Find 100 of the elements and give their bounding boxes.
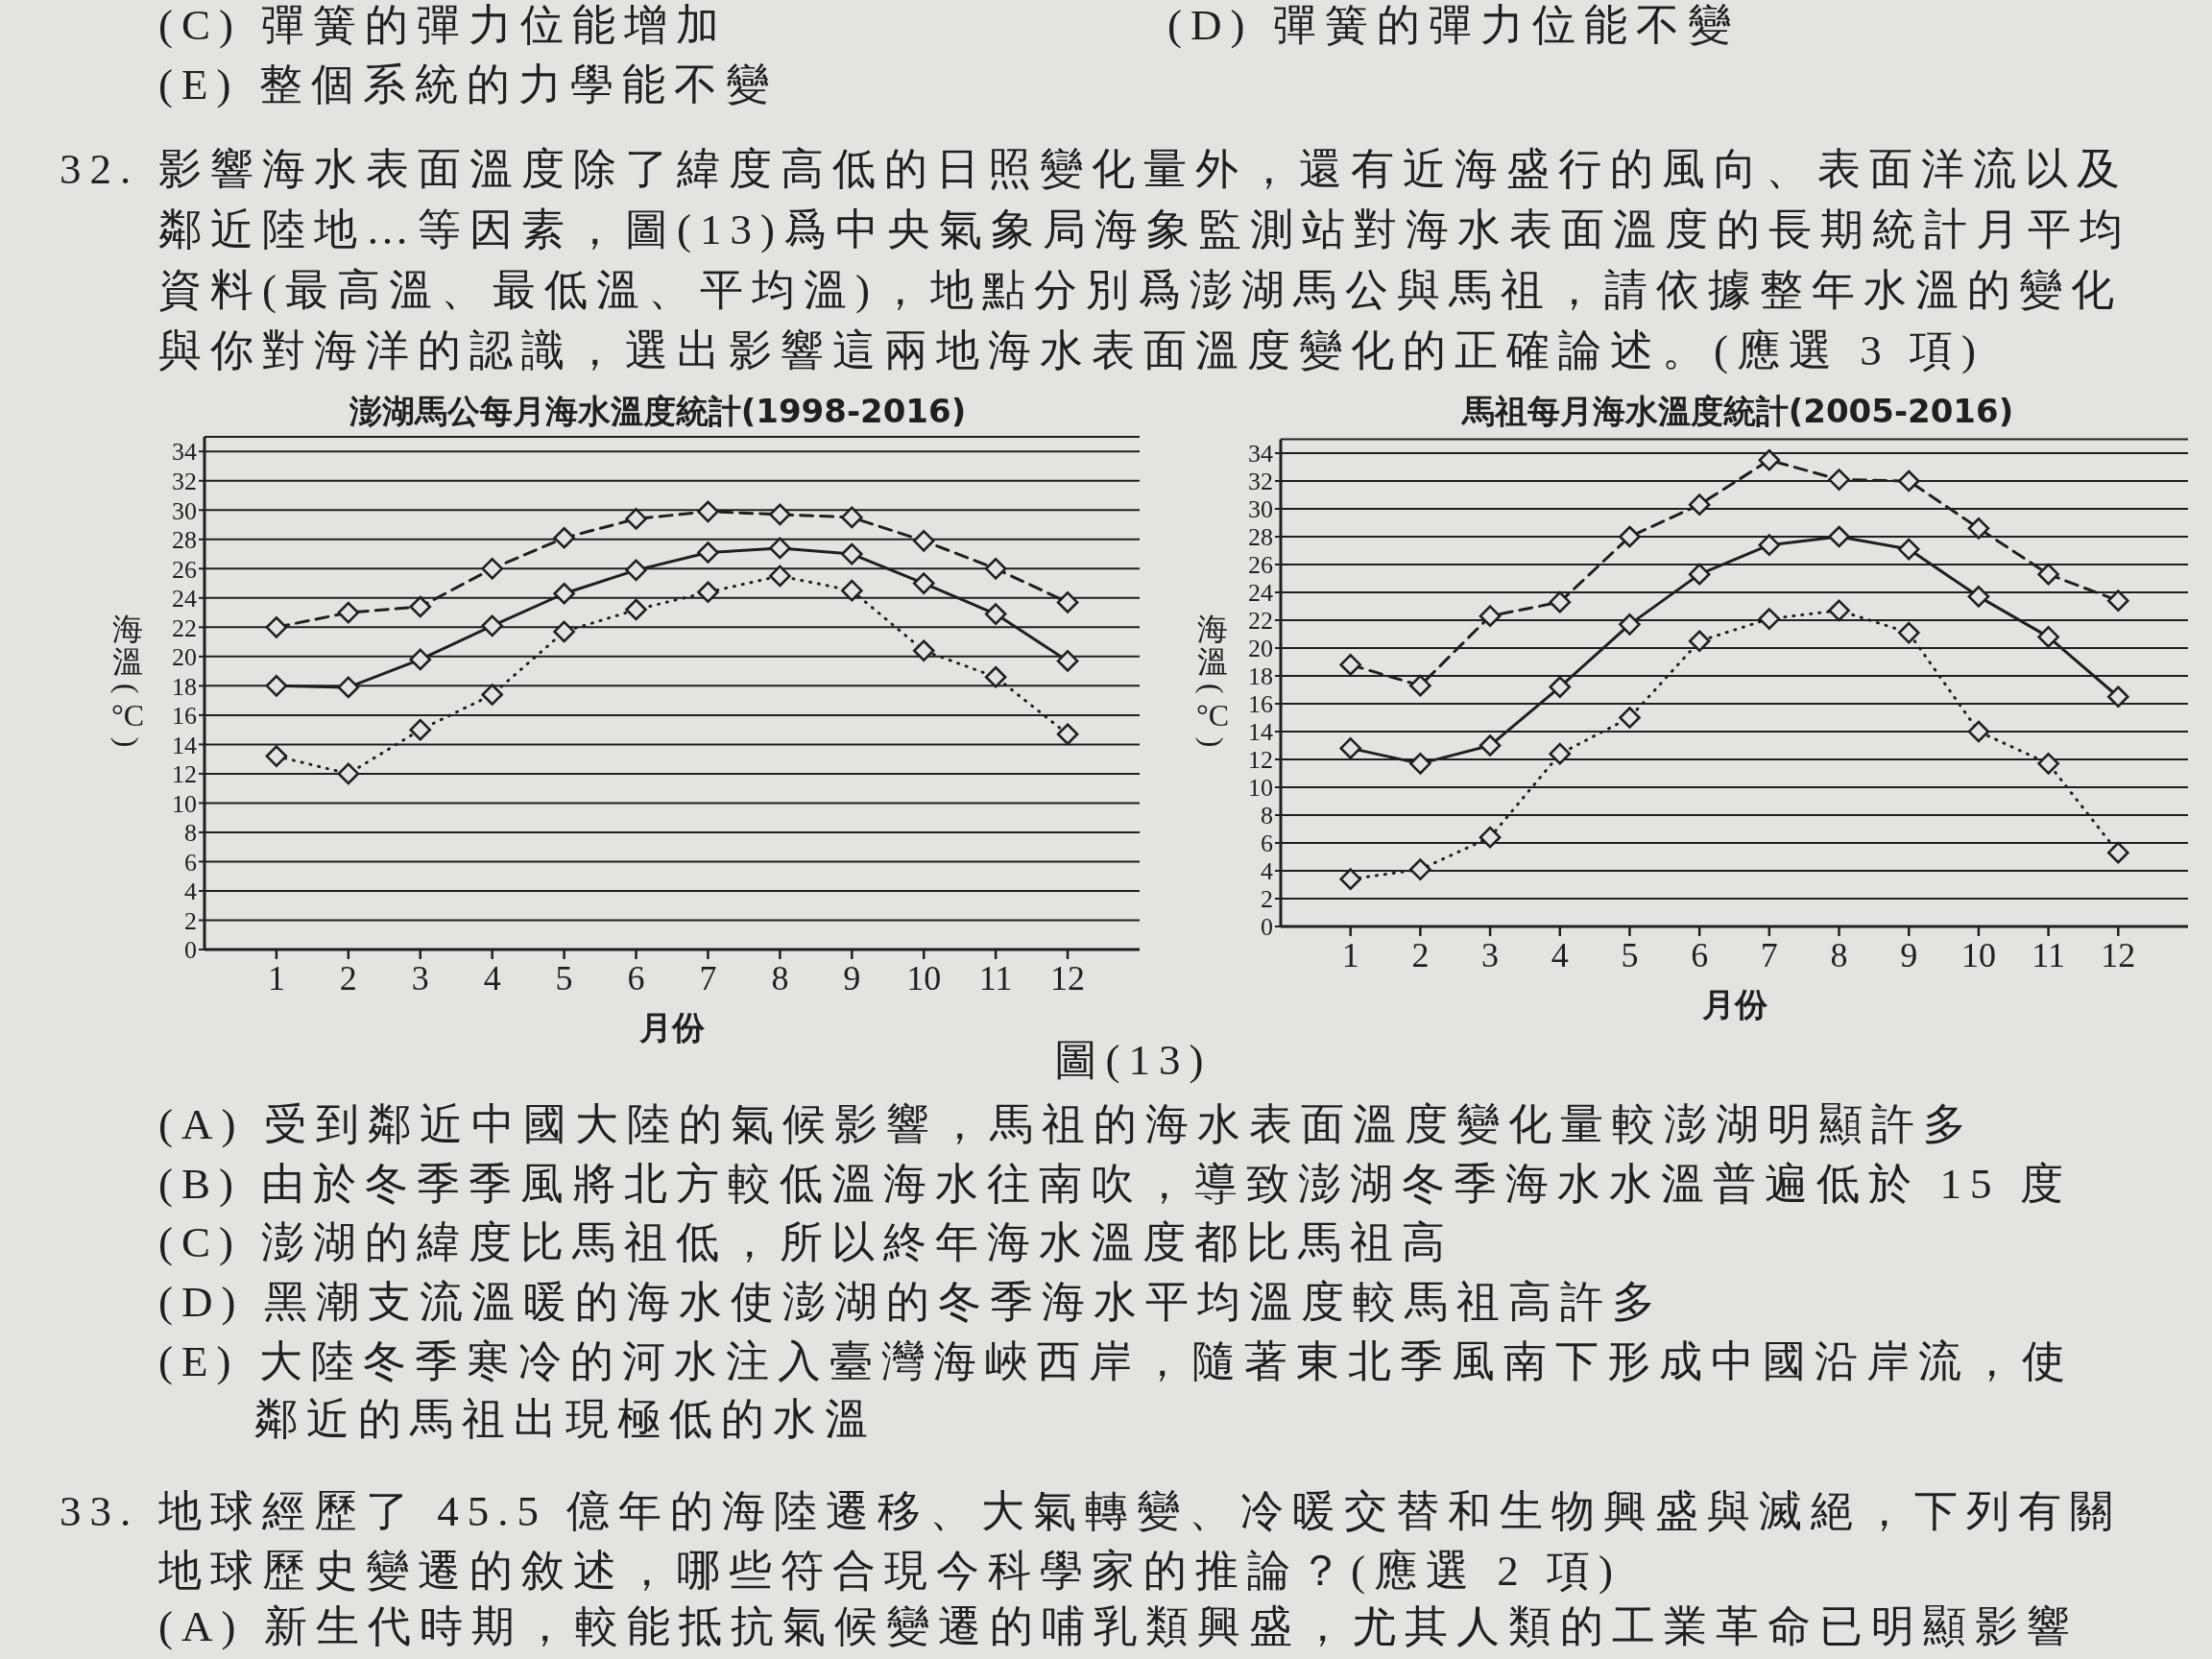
point: [1967, 720, 1990, 743]
point: [337, 676, 360, 699]
point: [769, 537, 791, 560]
y-tick-label: 22: [1248, 607, 1273, 636]
y-tick-label: 8: [1261, 802, 1273, 830]
y-tick-label: 24: [1248, 579, 1273, 608]
y-tick-label: 28: [1248, 523, 1273, 552]
point: [1056, 591, 1079, 613]
point: [1056, 723, 1079, 746]
y-tick-label: 8: [184, 819, 197, 848]
point: [265, 616, 288, 638]
x-tick-label: 8: [771, 958, 789, 998]
point: [1828, 525, 1850, 548]
point: [984, 665, 1007, 688]
y-tick-label: 20: [172, 643, 197, 672]
x-tick-label: 3: [1481, 935, 1500, 974]
y-tick-label: 0: [184, 936, 197, 965]
x-tick-label: 12: [2101, 935, 2136, 974]
point: [409, 718, 432, 741]
x-tick-label: 10: [1960, 935, 1996, 974]
point: [769, 503, 791, 526]
y-tick-label: 10: [172, 789, 197, 818]
y-axis-title: 海溫(°C): [1195, 612, 1230, 748]
point: [1409, 858, 1431, 880]
text: 與你對海洋的認識，選出影響這兩地海水表面溫度變化的正確論述。(應選 3 項): [158, 325, 1984, 375]
point: [409, 595, 432, 618]
point: [697, 581, 719, 604]
point: [1688, 630, 1711, 653]
y-tick-label: 32: [172, 468, 197, 495]
point: [2037, 563, 2059, 586]
x-tick-label: 4: [483, 958, 501, 998]
point: [337, 601, 360, 624]
point: [1479, 605, 1502, 627]
point: [553, 620, 575, 643]
y-tick-label: 32: [1248, 468, 1273, 496]
point: [625, 559, 647, 582]
x-tick-label: 2: [1411, 935, 1430, 974]
x-tick-label: 10: [906, 958, 942, 998]
y-tick-label: 16: [1248, 690, 1273, 719]
point: [1688, 563, 1711, 586]
point: [2037, 753, 2059, 775]
point: [984, 603, 1007, 625]
y-tick-label: 6: [184, 848, 197, 877]
x-tick-label: 5: [1621, 935, 1639, 974]
point: [1549, 742, 1572, 765]
point: [1828, 469, 1850, 491]
x-tick-label: 5: [555, 958, 573, 998]
x-tick-label: 7: [699, 958, 717, 998]
point: [1688, 493, 1711, 516]
x-axis-title: 月份: [638, 1008, 706, 1046]
text: 地球歷史變遷的敘述，哪些符合現今科學家的推論？(應選 2 項): [158, 1546, 1622, 1596]
point: [1549, 590, 1572, 613]
point: [2107, 589, 2129, 612]
point: [1967, 586, 1990, 608]
point: [1967, 517, 1990, 540]
point: [1479, 734, 1502, 757]
point: [553, 526, 575, 549]
text: (C) 澎湖的緯度比馬祖低，所以終年海水溫度都比馬祖高: [158, 1217, 1455, 1267]
y-axis-title: 海溫(°C): [110, 612, 145, 748]
y-tick-label: 6: [1261, 830, 1273, 858]
point: [265, 675, 288, 697]
point: [1479, 826, 1502, 849]
point: [841, 579, 863, 602]
text: 圖(13): [1052, 1035, 1214, 1085]
y-tick-label: 30: [1248, 495, 1273, 524]
text: 鄰近陸地…等因素，圖(13)爲中央氣象局海象監測站對海水表面溫度的長期統計月平均: [158, 204, 2131, 254]
y-tick-label: 12: [172, 760, 197, 789]
y-tick-label: 2: [1261, 885, 1273, 914]
x-tick-label: 8: [1830, 935, 1848, 974]
x-tick-label: 1: [267, 958, 285, 998]
point: [1897, 621, 1920, 644]
point: [1619, 613, 1641, 636]
point: [697, 500, 719, 523]
x-tick-label: 2: [339, 958, 357, 998]
y-tick-label: 26: [172, 555, 197, 584]
x-tick-label: 1: [1341, 935, 1359, 974]
text: 資料(最高溫、最低溫、平均溫)，地點分別爲澎湖馬公與馬祖，請依據整年水溫的變化: [158, 265, 2123, 315]
x-axis-title: 月份: [1700, 985, 1768, 1023]
y-tick-label: 12: [1248, 746, 1273, 775]
y-tick-label: 0: [1261, 913, 1273, 942]
y-tick-label: 10: [1248, 774, 1273, 803]
y-tick-label: 4: [184, 878, 197, 906]
text: (C) 彈簧的彈力位能增加: [158, 0, 729, 50]
point: [2107, 841, 2129, 864]
point: [1758, 608, 1781, 630]
x-tick-label: 6: [627, 958, 645, 998]
y-tick-label: 26: [1248, 551, 1273, 580]
point: [481, 684, 503, 706]
point: [1339, 868, 1361, 890]
y-tick-label: 4: [1261, 857, 1273, 886]
y-tick-label: 20: [1248, 635, 1273, 663]
y-tick-label: 14: [1248, 718, 1273, 747]
point: [1758, 448, 1781, 471]
point: [409, 648, 432, 671]
y-tick-label: 22: [172, 613, 197, 642]
text: 32.: [60, 144, 140, 194]
point: [1549, 676, 1572, 698]
x-tick-label: 3: [411, 958, 429, 998]
point: [481, 614, 503, 637]
text: 地球經歷了 45.5 億年的海陸遷移、大氣轉變、冷暖交替和生物興盛與滅絕，下列有關: [158, 1486, 2123, 1536]
